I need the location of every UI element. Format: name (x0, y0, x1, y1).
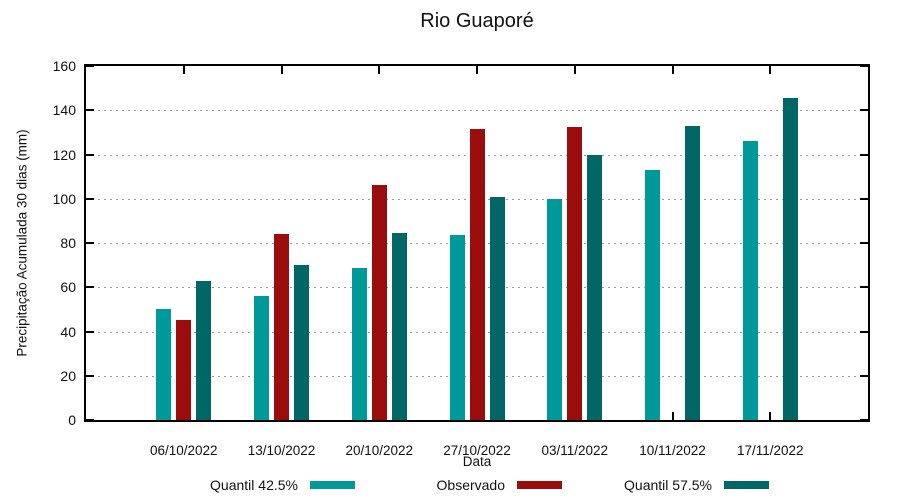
legend-entry: Observado (275, 477, 562, 493)
x-tick-mark (573, 66, 576, 74)
bar-observado (176, 320, 192, 420)
bar-quantil-57-5- (489, 196, 505, 420)
bar-quantil-57-5- (782, 98, 798, 420)
y-tick-mark (860, 286, 868, 289)
legend-entry: Quantil 42.5% (68, 477, 355, 493)
x-tick-label: 10/11/2022 (639, 443, 706, 458)
x-axis-title: Data (462, 454, 492, 469)
y-tick-mark (86, 374, 94, 377)
bar-quantil-57-5- (685, 125, 700, 420)
bar-quantil-57-5- (196, 280, 212, 420)
x-tick-label: 20/10/2022 (345, 443, 414, 458)
legend-entry: Quantil 57.5% (482, 477, 769, 493)
bar-quantil-42-5- (351, 268, 367, 420)
bar-quantil-42-5- (742, 141, 758, 420)
y-tick-mark (860, 419, 868, 421)
bar-quantil-42-5- (645, 170, 660, 420)
x-tick-label: 13/10/2022 (247, 443, 316, 458)
x-tick-mark (378, 66, 381, 74)
y-tick-label: 40 (60, 323, 76, 340)
bar-quantil-57-5- (587, 154, 603, 420)
y-tick-mark (86, 286, 94, 289)
y-tick-label: 140 (52, 102, 76, 119)
y-tick-mark (860, 153, 868, 156)
legend-swatch (724, 481, 769, 489)
x-tick-mark (769, 412, 772, 420)
legend-label: Quantil 42.5% (210, 477, 298, 493)
bar-quantil-42-5- (449, 235, 465, 420)
legend-label: Observado (436, 477, 505, 493)
y-tick-mark (86, 197, 94, 200)
bar-quantil-57-5- (391, 233, 407, 420)
x-tick-label: 27/10/2022 (443, 443, 511, 458)
y-tick-label: 160 (52, 58, 76, 74)
y-tick-label: 100 (52, 190, 76, 207)
y-tick-mark (86, 242, 94, 244)
y-tick-mark (860, 374, 868, 377)
bar-observado (371, 185, 387, 420)
legend-label: Quantil 57.5% (624, 477, 712, 493)
bar-quantil-57-5- (294, 265, 309, 420)
x-tick-label: 03/11/2022 (541, 443, 609, 458)
bar-quantil-42-5- (547, 198, 563, 420)
y-tick-mark (86, 330, 94, 333)
legend-swatch (517, 481, 562, 489)
y-tick-mark (860, 65, 868, 67)
plot-area (84, 64, 870, 422)
y-tick-label: 60 (60, 279, 76, 296)
y-tick-mark (86, 65, 94, 67)
x-tick-mark (182, 66, 185, 74)
bar-observado (274, 234, 289, 420)
chart-title: Rio Guaporé (420, 10, 534, 32)
bar-observado (567, 126, 583, 420)
y-tick-label: 20 (60, 367, 76, 384)
y-tick-label: 120 (52, 146, 76, 163)
y-tick-mark (860, 197, 868, 200)
x-tick-mark (769, 66, 772, 74)
y-tick-mark (860, 109, 868, 112)
y-tick-label: 80 (60, 235, 76, 251)
x-tick-mark (671, 412, 674, 420)
x-tick-mark (476, 66, 478, 74)
gridline (86, 110, 868, 112)
bar-observado (469, 129, 485, 420)
y-tick-label: 0 (68, 412, 76, 428)
y-tick-mark (86, 153, 94, 156)
x-tick-label: 06/10/2022 (149, 443, 218, 458)
bar-quantil-42-5- (254, 296, 269, 420)
y-tick-mark (86, 419, 94, 421)
bar-quantil-42-5- (156, 309, 172, 420)
y-tick-mark (860, 330, 868, 333)
x-tick-mark (671, 66, 674, 74)
y-tick-mark (860, 242, 868, 244)
x-tick-mark (280, 66, 283, 74)
x-tick-label: 17/11/2022 (736, 443, 804, 458)
y-tick-mark (86, 109, 94, 112)
legend-swatch (310, 481, 355, 489)
